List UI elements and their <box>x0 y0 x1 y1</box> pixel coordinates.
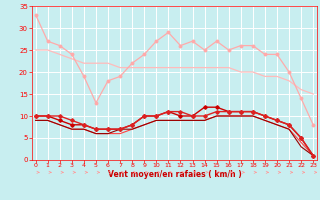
X-axis label: Vent moyen/en rafales ( km/h ): Vent moyen/en rafales ( km/h ) <box>108 170 241 179</box>
